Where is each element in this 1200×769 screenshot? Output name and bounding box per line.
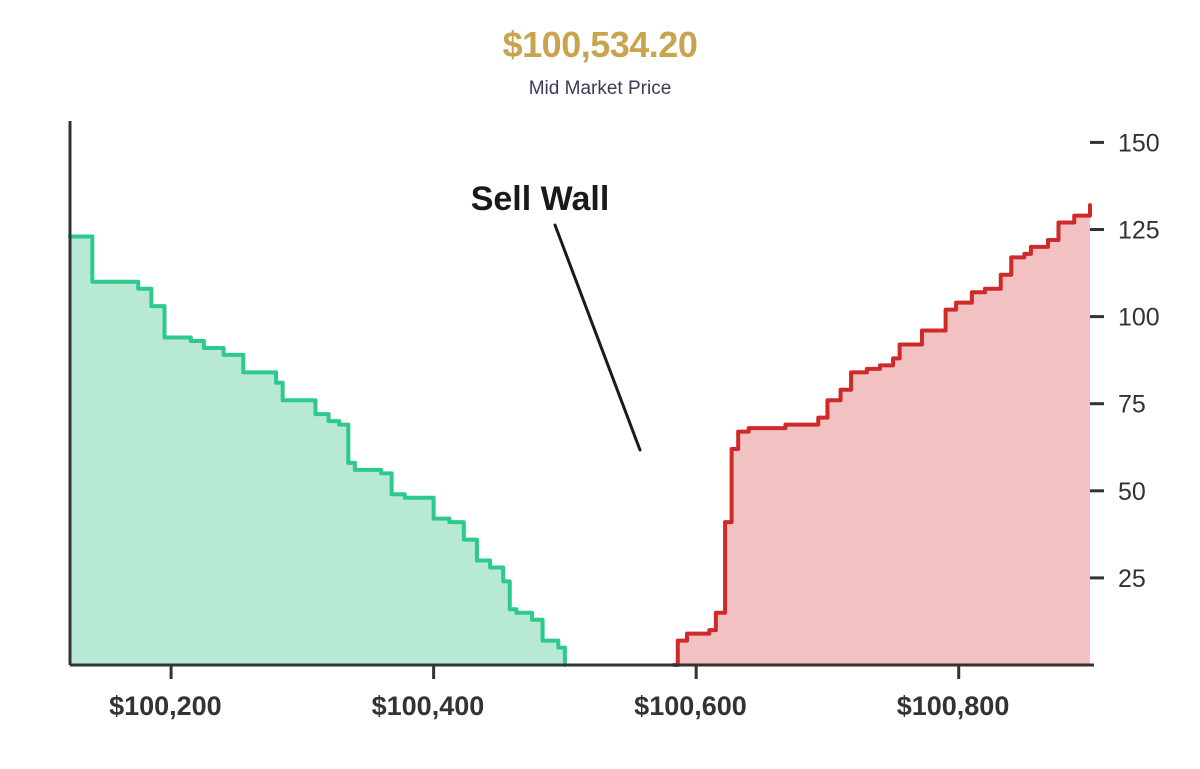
mid-market-price-value: $100,534.20 [0, 24, 1200, 66]
y-tick-label: 75 [1118, 391, 1146, 419]
y-tick-label: 125 [1118, 217, 1160, 245]
y-tick-label: 50 [1118, 478, 1146, 506]
x-tick-label: $100,800 [897, 691, 1010, 721]
x-tick-label: $100,200 [109, 691, 222, 721]
depth-chart-svg: $100,200 $100,400 $100,600 $100,800 25 50 75 10… [0, 115, 1200, 755]
y-tick-label: 25 [1118, 565, 1146, 593]
x-tick-label: $100,600 [634, 691, 747, 721]
chart-header: $100,534.20 Mid Market Price [0, 0, 1200, 100]
annotation-line [555, 225, 640, 450]
sell-wall-label: Sell Wall [471, 180, 610, 218]
y-tick-label: 100 [1118, 304, 1160, 332]
x-tick-label: $100,400 [372, 691, 485, 721]
y-tick-label: 150 [1118, 129, 1160, 157]
chart-area: $100,200 $100,400 $100,600 $100,800 25 50 75 10… [0, 115, 1200, 755]
depth-chart-container: $100,534.20 Mid Market Price $100,200$10… [0, 0, 1200, 769]
bids-area [70, 236, 565, 665]
mid-market-price-label: Mid Market Price [0, 78, 1200, 100]
